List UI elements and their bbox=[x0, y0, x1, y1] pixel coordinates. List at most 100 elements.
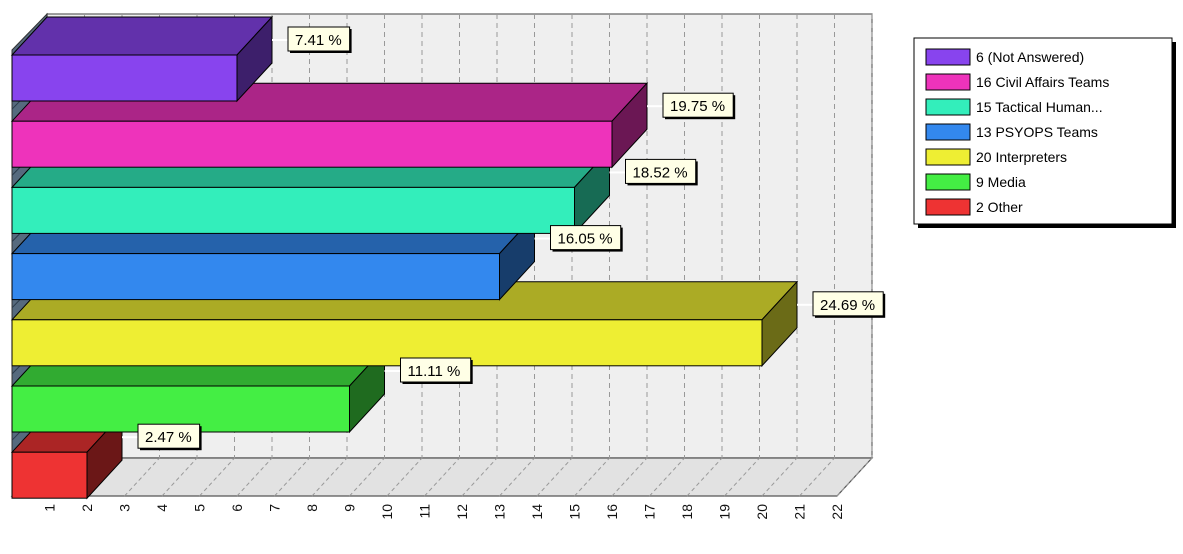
gridline-floor bbox=[274, 457, 310, 497]
bar-6 bbox=[10, 346, 386, 434]
x-tick-label: 7 bbox=[267, 504, 283, 512]
gridline-floor bbox=[649, 457, 685, 497]
label-box bbox=[137, 423, 201, 449]
gridline-floor bbox=[611, 457, 648, 497]
x-tick-label: 12 bbox=[454, 504, 470, 520]
bar-front-face bbox=[11, 319, 763, 367]
legend-item-5: 20 Interpreters bbox=[925, 148, 1067, 166]
x-tick-label: 19 bbox=[717, 504, 733, 520]
data-label-6: 11.11 % bbox=[384, 357, 473, 384]
x-tick-label: 2 bbox=[79, 504, 95, 512]
legend-label: 16 Civil Affairs Teams bbox=[976, 74, 1109, 90]
legend-label: 13 PSYOPS Teams bbox=[976, 124, 1098, 140]
legend-item-6: 9 Media bbox=[925, 173, 1026, 191]
bar-1 bbox=[10, 15, 274, 103]
data-label-text: 2.47 % bbox=[145, 429, 192, 446]
legend-swatch bbox=[925, 198, 971, 216]
label-box bbox=[662, 92, 734, 118]
legend-swatch bbox=[925, 123, 971, 141]
data-label-text: 24.69 % bbox=[820, 297, 875, 314]
gridline-floor bbox=[574, 457, 610, 497]
legend-swatch bbox=[925, 173, 971, 191]
x-tick-label: 1 bbox=[42, 504, 58, 512]
data-label-text: 11.11 % bbox=[408, 363, 461, 380]
gridline-floor bbox=[724, 457, 760, 497]
bar-front-face bbox=[11, 54, 238, 102]
x-tick-label: 8 bbox=[304, 504, 320, 512]
label-box bbox=[812, 291, 884, 317]
legend-item-4: 13 PSYOPS Teams bbox=[925, 123, 1098, 141]
legend-item-1: 6 (Not Answered) bbox=[925, 48, 1084, 66]
x-tick-label: 15 bbox=[567, 504, 583, 520]
gridline-floor bbox=[836, 457, 873, 497]
label-box bbox=[550, 225, 622, 251]
x-tick-label: 10 bbox=[379, 504, 395, 520]
x-tick-label: 5 bbox=[192, 504, 208, 512]
gridline-floor bbox=[461, 457, 498, 497]
bar-front-face bbox=[11, 451, 88, 499]
legend-label: 2 Other bbox=[976, 199, 1023, 215]
label-box bbox=[400, 357, 472, 383]
gridline-floor bbox=[199, 457, 235, 497]
legend-label: 6 (Not Answered) bbox=[976, 49, 1084, 65]
x-tick-label: 21 bbox=[792, 504, 808, 520]
gridline-floor bbox=[799, 457, 835, 497]
data-label-5: 24.69 % bbox=[797, 291, 886, 318]
gridline-floor bbox=[686, 457, 723, 497]
data-label-4: 16.05 % bbox=[534, 225, 623, 252]
gridline-floor bbox=[424, 457, 460, 497]
bar-front-face bbox=[11, 253, 500, 301]
data-label-text: 19.75 % bbox=[670, 98, 725, 115]
legend-label: 9 Media bbox=[976, 174, 1026, 190]
bar-front-face bbox=[11, 186, 575, 234]
legend-item-7: 2 Other bbox=[925, 198, 1023, 216]
legend-label: 15 Tactical Human... bbox=[976, 99, 1103, 115]
data-label-7: 2.47 % bbox=[122, 423, 202, 451]
floor bbox=[10, 457, 874, 497]
legend-swatch bbox=[925, 98, 971, 116]
x-tick-label: 22 bbox=[829, 504, 845, 520]
x-axis-ticks: 1 2 3 4 5 6 7 8 9 10 11 12 13 14 15 16 17 18 19 20 21 22 bbox=[42, 504, 846, 520]
gridline-floor bbox=[349, 457, 385, 497]
x-tick-label: 14 bbox=[529, 504, 545, 520]
legend-item-3: 15 Tactical Human... bbox=[925, 98, 1103, 116]
data-label-1: 7.41 % bbox=[272, 26, 352, 53]
legend-swatch bbox=[925, 48, 971, 66]
chart-bars bbox=[10, 15, 799, 500]
data-label-text: 7.41 % bbox=[295, 32, 342, 49]
x-tick-label: 18 bbox=[679, 504, 695, 520]
gridline-floor bbox=[124, 457, 160, 497]
x-tick-label: 13 bbox=[492, 504, 508, 520]
chart-legend: 6 (Not Answered) 16 Civil Affairs Teams 15… bbox=[913, 37, 1176, 228]
bar-top-face bbox=[10, 16, 274, 56]
x-tick-label: 16 bbox=[604, 504, 620, 520]
legend-swatch bbox=[925, 73, 971, 91]
data-label-2: 19.75 % bbox=[647, 92, 736, 120]
legend-swatch bbox=[925, 148, 971, 166]
data-label-text: 18.52 % bbox=[633, 164, 688, 181]
data-label-text: 16.05 % bbox=[558, 231, 613, 248]
x-tick-label: 11 bbox=[417, 504, 433, 519]
label-box bbox=[287, 26, 351, 52]
x-tick-label: 9 bbox=[342, 504, 358, 512]
gridline-floor bbox=[386, 457, 423, 497]
legend-item-2: 16 Civil Affairs Teams bbox=[925, 73, 1109, 91]
chart-data-labels: 7.41 % 19.75 % 18.52 % 16.05 % 24.69 % 11.11 … bbox=[122, 26, 886, 451]
x-tick-label: 20 bbox=[754, 504, 770, 520]
bar-front-face bbox=[11, 120, 613, 168]
gridline-floor bbox=[499, 457, 535, 497]
gridline-floor bbox=[236, 457, 273, 497]
data-label-3: 18.52 % bbox=[609, 158, 698, 186]
x-tick-label: 3 bbox=[117, 504, 133, 512]
legend-label: 20 Interpreters bbox=[976, 149, 1067, 165]
x-tick-label: 17 bbox=[642, 504, 658, 520]
gridline-floor bbox=[311, 457, 348, 497]
x-tick-label: 6 bbox=[229, 504, 245, 512]
gridline-floor bbox=[761, 457, 798, 497]
gridline-floor bbox=[536, 457, 573, 497]
x-tick-label: 4 bbox=[154, 504, 170, 512]
label-box bbox=[625, 158, 697, 184]
gridline-floor bbox=[161, 457, 198, 497]
